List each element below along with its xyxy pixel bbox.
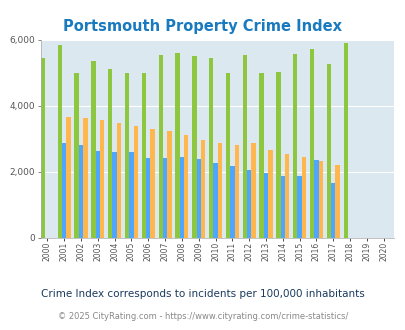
Bar bbox=[167, 131, 171, 238]
Bar bbox=[301, 157, 305, 238]
Bar bbox=[91, 61, 95, 238]
Bar bbox=[242, 55, 246, 238]
Bar bbox=[213, 163, 217, 238]
Text: © 2025 CityRating.com - https://www.cityrating.com/crime-statistics/: © 2025 CityRating.com - https://www.city… bbox=[58, 312, 347, 321]
Bar bbox=[83, 118, 87, 238]
Bar bbox=[162, 158, 167, 238]
Bar bbox=[129, 152, 133, 238]
Bar bbox=[268, 150, 272, 238]
Bar bbox=[326, 64, 330, 238]
Bar bbox=[158, 55, 162, 238]
Bar bbox=[309, 49, 313, 238]
Bar bbox=[225, 73, 230, 238]
Bar bbox=[284, 154, 289, 238]
Bar bbox=[318, 161, 322, 238]
Bar bbox=[275, 72, 280, 238]
Bar bbox=[192, 56, 196, 238]
Bar bbox=[280, 176, 284, 238]
Bar bbox=[343, 43, 347, 238]
Bar bbox=[263, 173, 268, 238]
Bar bbox=[234, 145, 238, 238]
Bar bbox=[112, 152, 117, 238]
Bar bbox=[183, 135, 188, 238]
Bar bbox=[246, 170, 251, 238]
Bar bbox=[133, 126, 138, 238]
Bar bbox=[196, 159, 200, 238]
Bar bbox=[100, 120, 104, 238]
Bar bbox=[179, 157, 183, 238]
Bar bbox=[175, 53, 179, 238]
Bar bbox=[95, 151, 100, 238]
Bar bbox=[217, 143, 222, 238]
Bar bbox=[330, 183, 335, 238]
Bar bbox=[108, 69, 112, 238]
Bar bbox=[141, 73, 146, 238]
Text: Portsmouth Property Crime Index: Portsmouth Property Crime Index bbox=[63, 19, 342, 34]
Bar bbox=[230, 166, 234, 238]
Bar bbox=[150, 129, 154, 238]
Bar bbox=[117, 123, 121, 238]
Bar bbox=[297, 176, 301, 238]
Bar bbox=[209, 58, 213, 238]
Bar bbox=[251, 143, 255, 238]
Bar bbox=[335, 165, 339, 238]
Bar bbox=[200, 140, 205, 238]
Bar bbox=[313, 160, 318, 238]
Bar bbox=[74, 73, 79, 238]
Bar bbox=[79, 145, 83, 238]
Bar bbox=[292, 54, 297, 238]
Text: Crime Index corresponds to incidents per 100,000 inhabitants: Crime Index corresponds to incidents per… bbox=[41, 289, 364, 299]
Bar bbox=[58, 45, 62, 238]
Bar bbox=[125, 73, 129, 238]
Bar bbox=[62, 143, 66, 238]
Bar bbox=[259, 73, 263, 238]
Bar bbox=[66, 117, 70, 238]
Bar bbox=[146, 158, 150, 238]
Bar bbox=[40, 58, 45, 238]
